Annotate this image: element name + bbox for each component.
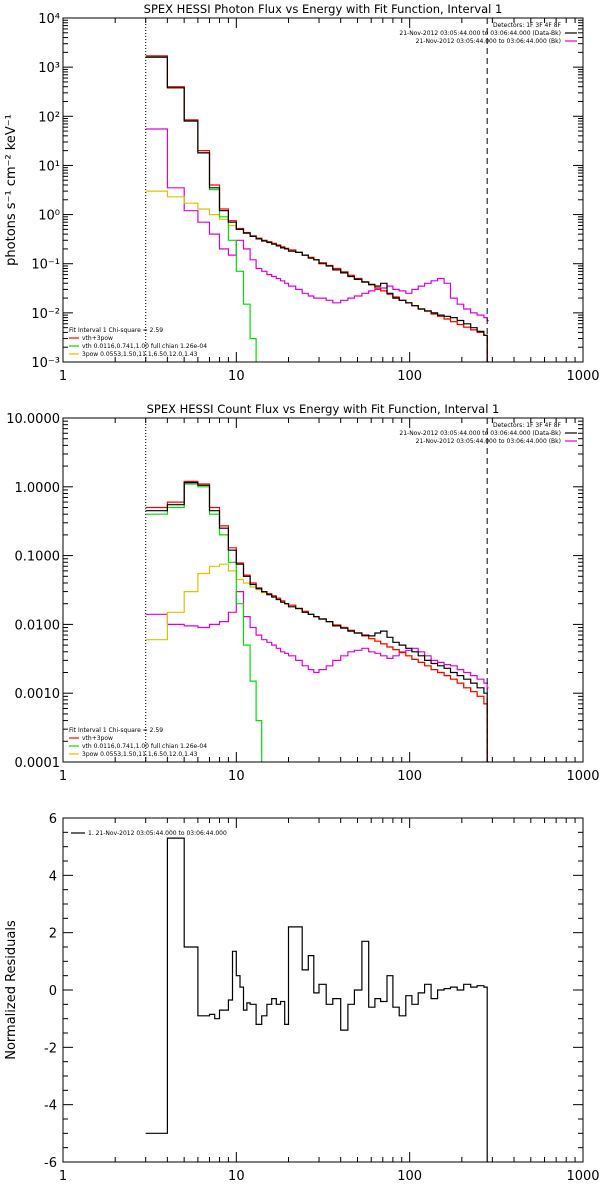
legend-top-right-entry: Detectors: 1F 3F 4F 8F [493,422,562,429]
legend-bottom-left-entry: vth 0.0116,0.741,1.00 full chian 1.26e-0… [82,743,207,750]
x-tick-label: 10 [228,769,245,784]
y-tick-label: 10⁻¹ [31,258,60,273]
x-tick-label: 1000 [566,1169,599,1184]
x-tick-label: 1 [59,369,67,384]
series-vth-3pow [145,480,489,762]
y-tick-label: 10⁻² [31,307,60,322]
series-group [145,55,489,362]
series-1-21-nov-2012-03-05-44-000-to-03-06-44-000 [145,837,489,1162]
x-tick-label: 100 [397,1169,422,1184]
series-background [145,128,489,322]
y-tick-label: 10² [38,110,60,125]
legend-top-right-entry: 21-Nov-2012 03:05:44.000 to 03:06:44.000… [399,30,561,37]
series-group [145,480,489,762]
y-tick-label: -4 [44,1099,57,1114]
x-tick-label: 10 [228,369,245,384]
legend-top-right-entry: Detectors: 1F 3F 4F 8F [493,22,562,29]
legend-bottom-left-entry: Fit Interval 1 Chi-square = 2.59 [69,727,163,734]
x-tick-label: 1 [59,1169,67,1184]
legend-bottom-left-entry: Fit Interval 1 Chi-square = 2.59 [69,327,163,334]
x-tick-label: 10 [228,1169,245,1184]
x-tick-label: 1000 [566,369,599,384]
series-vth-3pow [145,55,489,362]
y-tick-label: 2 [49,927,57,942]
y-tick-label: 6 [49,812,57,827]
y-tick-label: 10⁴ [38,12,60,27]
legend-bottom-left-entry: vth+3pow [82,735,113,742]
legend-top-right-entry: 21-Nov-2012 03:05:44.000 to 03:06:44.000… [416,438,561,445]
legend-top-right-entry: 21-Nov-2012 03:05:44.000 to 03:06:44.000… [399,430,561,437]
legend-bottom-left-entry: vth 0.0116,0.741,1.00 full chian 1.26e-0… [82,343,207,350]
series-3pow [145,190,489,362]
x-tick-label: 1 [59,769,67,784]
y-tick-label: 0.0001 [15,756,61,771]
y-tick-label: -2 [44,1041,57,1056]
chart-title: SPEX HESSI Photon Flux vs Energy with Fi… [144,2,503,16]
y-tick-label: 0.1000 [15,550,61,565]
axes-frame [62,817,584,1163]
legend-top-right-entry: 21-Nov-2012 03:05:44.000 to 03:06:44.000… [416,38,561,45]
y-axis-label: Normalized Residuals [4,920,19,1060]
y-tick-label: 0.0100 [15,618,61,633]
y-tick-label: 10.0000 [6,412,60,427]
y-tick-label: 4 [49,869,57,884]
y-tick-label: 10¹ [38,159,60,174]
axes-frame [62,417,584,763]
series-background [145,591,489,689]
legend-bottom-left-entry: 3pow 0.0553,1.50,11.1,6.50,12.0,1.43 [82,351,198,358]
y-tick-label: 0.0010 [15,687,61,702]
y-tick-label: 1.0000 [15,481,61,496]
y-tick-label: 10³ [38,61,60,76]
y-tick-label: 0 [49,984,57,999]
axes-frame [62,17,584,363]
legend-bottom-left-entry: 3pow 0.0553,1.50,11.1,6.50,12.0,1.43 [82,751,198,758]
x-tick-label: 100 [397,769,422,784]
x-tick-label: 1000 [566,769,599,784]
series-vth [145,483,264,762]
legend-bottom-left-entry: vth+3pow [82,335,113,342]
y-tick-label: 10⁻³ [31,356,60,371]
chart-title: SPEX HESSI Count Flux vs Energy with Fit… [147,402,500,416]
y-tick-label: 10⁰ [38,209,60,224]
series-data [145,482,489,762]
y-tick-label: -6 [44,1156,57,1171]
x-tick-label: 100 [397,369,422,384]
y-axis-label: photons s⁻¹ cm⁻² keV⁻¹ [4,114,19,266]
series-data [145,56,489,362]
series-group [145,837,489,1162]
legend-entry: 1. 21-Nov-2012 03:05:44.000 to 03:06:44.… [88,830,227,837]
